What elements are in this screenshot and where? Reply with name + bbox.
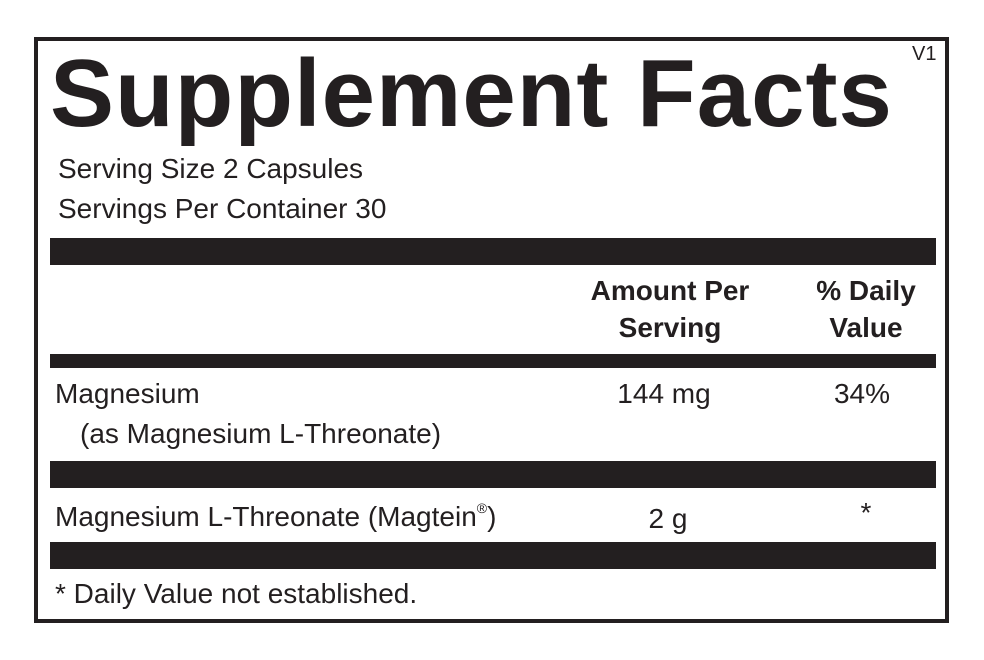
daily-value-header: % Daily Value [806, 272, 926, 346]
ingredient-daily-value: * [860, 497, 872, 528]
divider-bar-thick [50, 461, 936, 488]
divider-bar-medium [50, 354, 936, 368]
registered-mark: ® [476, 500, 488, 516]
ingredient-amount: 2 g [648, 503, 688, 534]
amount-header-line1: Amount Per [590, 275, 750, 306]
ingredient-name-text: Magnesium L-Threonate (Magtein [55, 501, 477, 532]
version-label: V1 [912, 43, 937, 65]
nutrient-name: Magnesium [55, 378, 200, 409]
footnote: * Daily Value not established. [55, 578, 418, 609]
nutrient-daily-value: 34% [833, 378, 891, 409]
amount-per-serving-header: Amount Per Serving [580, 272, 760, 346]
ingredient-name-end: ) [487, 501, 497, 532]
serving-size: Serving Size 2 Capsules [58, 153, 364, 184]
amount-header-line2: Serving [618, 312, 722, 343]
servings-per-container: Servings Per Container 30 [58, 193, 387, 224]
dv-header-line2: Value [829, 312, 903, 343]
ingredient-name: Magnesium L-Threonate (Magtein®) [55, 500, 497, 532]
divider-bar-thick [50, 542, 936, 569]
panel-title: Supplement Facts [50, 40, 893, 147]
nutrient-source: (as Magnesium L-Threonate) [80, 418, 442, 449]
supplement-facts-panel [34, 37, 949, 623]
divider-bar-thick [50, 238, 936, 265]
dv-header-line1: % Daily [816, 275, 916, 306]
nutrient-amount: 144 mg [617, 378, 711, 409]
